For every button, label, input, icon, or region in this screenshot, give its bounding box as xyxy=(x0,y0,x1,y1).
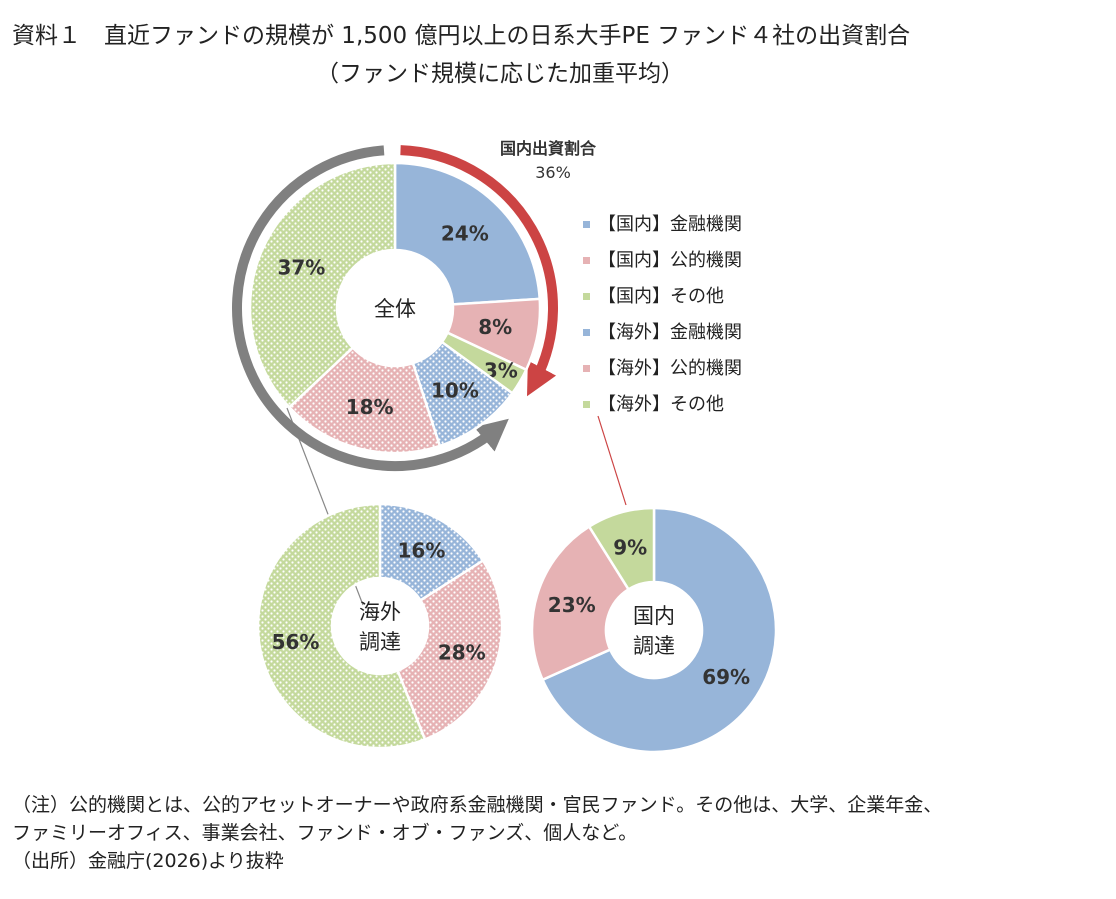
legend-label-3: 【海外】金融機関 xyxy=(598,322,742,343)
domestic-share-value: 36% xyxy=(535,163,571,182)
slice-label-0-1: 8% xyxy=(478,315,512,339)
legend-swatch-5 xyxy=(583,401,590,408)
slice-0-5 xyxy=(248,161,397,410)
slice-2-1 xyxy=(530,524,631,682)
donut-overall: 24%8%3%10%18%37%全体 xyxy=(248,161,542,455)
slice-2-0 xyxy=(540,506,778,754)
note-line-2: ファミリーオフィス、事業会社、ファンド・オブ・ファンズ、個人など。 xyxy=(12,822,638,844)
slice-label-2-0: 69% xyxy=(702,665,750,689)
notes: （注）公的機関とは、公的アセットオーナーや政府系金融機関・官民ファンド。その他は… xyxy=(12,791,942,875)
legend-label-1: 【国内】公的機関 xyxy=(598,250,742,271)
legend-swatch-4 xyxy=(583,365,590,372)
center-label-0-0: 全体 xyxy=(374,297,416,321)
legend-label-2: 【国内】その他 xyxy=(598,286,724,307)
slice-label-2-1: 23% xyxy=(548,593,596,617)
legend-swatch-3 xyxy=(583,329,590,336)
slice-0-4 xyxy=(287,345,442,455)
slice-label-1-2: 56% xyxy=(272,630,320,654)
page-title-line1: 資料１ 直近ファンドの規模が 1,500 億円以上の日系大手PE ファンド４社の… xyxy=(12,23,911,49)
center-label-1-1: 調達 xyxy=(359,630,401,654)
slice-2-2 xyxy=(587,506,656,592)
slice-0-0 xyxy=(393,161,542,306)
legend: 【国内】金融機関【国内】公的機関【国内】その他【海外】金融機関【海外】公的機関【… xyxy=(583,214,742,415)
legend-label-5: 【海外】その他 xyxy=(598,394,724,415)
page-title-line2: （ファンド規模に応じた加重平均） xyxy=(316,61,684,87)
slice-label-0-3: 10% xyxy=(431,379,479,403)
legend-swatch-0 xyxy=(583,221,590,228)
slice-label-0-4: 18% xyxy=(346,395,394,419)
legend-swatch-1 xyxy=(583,257,590,264)
center-label-2-1: 調達 xyxy=(633,634,675,658)
center-label-1-0: 海外 xyxy=(359,600,401,624)
domestic-share-arrow xyxy=(400,145,558,397)
legend-label-0: 【国内】金融機関 xyxy=(598,214,742,235)
note-line-3: （出所）金融庁(2026)より抜粋 xyxy=(12,850,284,872)
slice-label-0-0: 24% xyxy=(441,222,489,246)
overseas-share-arrow xyxy=(232,145,509,471)
center-label-2-0: 国内 xyxy=(633,604,675,628)
slice-label-1-1: 28% xyxy=(438,641,486,665)
slice-label-2-2: 9% xyxy=(613,535,647,559)
connector-line-domestic xyxy=(597,415,627,506)
domestic-share-title: 国内出資割合 xyxy=(500,139,597,158)
slice-1-2 xyxy=(256,502,427,750)
note-line-1: （注）公的機関とは、公的アセットオーナーや政府系金融機関・官民ファンド。その他は… xyxy=(12,794,943,816)
slice-label-1-0: 16% xyxy=(397,539,445,563)
slice-label-0-5: 37% xyxy=(277,255,325,279)
legend-label-4: 【海外】公的機関 xyxy=(598,358,742,379)
slice-1-1 xyxy=(396,558,504,742)
legend-swatch-2 xyxy=(583,293,590,300)
